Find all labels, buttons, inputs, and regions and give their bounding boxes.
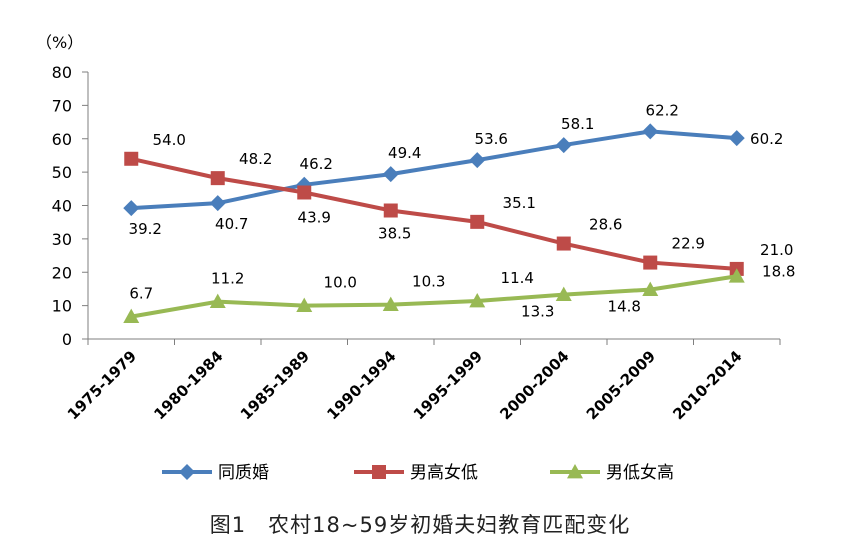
series-layer xyxy=(123,123,745,324)
data-label-hypogamy: 14.8 xyxy=(608,298,641,316)
data-label-hypergamy: 28.6 xyxy=(589,216,622,234)
y-unit-label: （%） xyxy=(36,33,83,52)
y-tick-label: 40 xyxy=(52,197,72,216)
series-line-homogamy xyxy=(131,129,737,211)
data-label-homogamy: 49.4 xyxy=(388,144,421,162)
x-tick-label: 1990-1994 xyxy=(323,347,399,423)
series-line-hypergamy xyxy=(130,156,737,271)
data-label-hypogamy: 6.7 xyxy=(129,285,153,303)
data-point-hypogamy xyxy=(728,268,745,283)
data-label-hypogamy: 10.3 xyxy=(412,273,445,291)
y-tick-label: 10 xyxy=(52,297,72,316)
data-point-homogamy xyxy=(209,195,226,212)
data-point-hypogamy xyxy=(296,297,313,313)
data-point-homogamy xyxy=(382,166,399,183)
legend: 同质婚 男高女低 男低女高 xyxy=(162,463,674,483)
x-tick-label: 2010-2014 xyxy=(669,347,745,423)
data-label-hypogamy: 11.4 xyxy=(501,269,534,287)
data-label-hypergamy: 21.0 xyxy=(760,241,793,259)
data-point-hypergamy xyxy=(297,185,312,200)
data-labels: 39.2 40.7 46.2 49.4 53.6 58.1 62.2 60.2 54.0 48.2… xyxy=(129,101,796,320)
data-label-hypogamy: 11.2 xyxy=(211,270,244,288)
x-tick-label: 1985-1989 xyxy=(237,347,313,423)
data-point-homogamy xyxy=(469,152,486,169)
data-point-hypergamy xyxy=(643,255,658,270)
data-point-hypogamy xyxy=(382,296,399,312)
y-tick-label: 20 xyxy=(52,263,72,282)
data-label-hypergamy: 48.2 xyxy=(239,150,272,168)
data-point-hypogamy xyxy=(469,292,486,308)
data-point-hypogamy xyxy=(123,308,140,324)
data-point-hypogamy xyxy=(642,281,659,297)
x-tick-label: 2000-2004 xyxy=(496,347,572,423)
y-tick-label: 0 xyxy=(62,330,72,349)
data-label-hypergamy: 35.1 xyxy=(503,194,536,212)
data-label-hypogamy: 18.8 xyxy=(762,262,795,280)
data-point-homogamy xyxy=(642,123,659,140)
legend-label-hypergamy: 男高女低 xyxy=(410,463,478,483)
data-point-hypergamy xyxy=(124,151,139,166)
y-tick-label: 60 xyxy=(52,130,72,149)
data-label-hypergamy: 38.5 xyxy=(378,225,411,243)
data-point-homogamy xyxy=(555,137,572,154)
y-tick-label: 70 xyxy=(52,96,72,115)
x-tick-label: 1975-1979 xyxy=(64,347,140,423)
legend-marker-hypergamy xyxy=(372,465,386,479)
x-tick-label: 2005-2009 xyxy=(583,347,659,423)
data-point-homogamy xyxy=(728,130,745,147)
data-label-homogamy: 62.2 xyxy=(646,101,679,119)
y-tick-label: 30 xyxy=(52,230,72,249)
figure-caption: 图1 农村18~59岁初婚夫妇教育匹配变化 xyxy=(210,513,630,537)
data-label-homogamy: 58.1 xyxy=(561,115,594,133)
data-point-hypergamy xyxy=(210,171,225,186)
y-tick-label: 50 xyxy=(52,163,72,182)
data-label-hypergamy: 22.9 xyxy=(672,235,705,253)
data-label-hypergamy: 54.0 xyxy=(153,131,186,149)
data-point-homogamy xyxy=(123,200,140,217)
series-line-hypogamy xyxy=(130,274,738,319)
legend-label-hypogamy: 男低女高 xyxy=(606,463,674,483)
data-label-hypogamy: 13.3 xyxy=(521,303,554,321)
x-tick-label: 1980-1984 xyxy=(150,347,226,423)
data-point-hypogamy xyxy=(555,286,572,302)
data-label-homogamy: 46.2 xyxy=(300,155,333,173)
data-label-homogamy: 39.2 xyxy=(129,220,162,238)
data-label-homogamy: 60.2 xyxy=(750,130,783,148)
data-label-hypogamy: 10.0 xyxy=(324,274,357,292)
data-point-hypergamy xyxy=(470,214,485,229)
data-label-homogamy: 53.6 xyxy=(475,130,508,148)
legend-marker-hypogamy xyxy=(567,464,583,479)
data-label-homogamy: 40.7 xyxy=(215,215,248,233)
y-tick-label: 80 xyxy=(52,63,72,82)
legend-marker-homogamy xyxy=(179,464,195,480)
data-point-hypogamy xyxy=(209,293,226,309)
legend-label-homogamy: 同质婚 xyxy=(218,463,269,483)
data-label-hypergamy: 43.9 xyxy=(298,208,331,226)
data-point-hypergamy xyxy=(556,236,571,251)
data-point-hypergamy xyxy=(383,203,398,218)
x-tick-label: 1995-1999 xyxy=(410,347,486,423)
